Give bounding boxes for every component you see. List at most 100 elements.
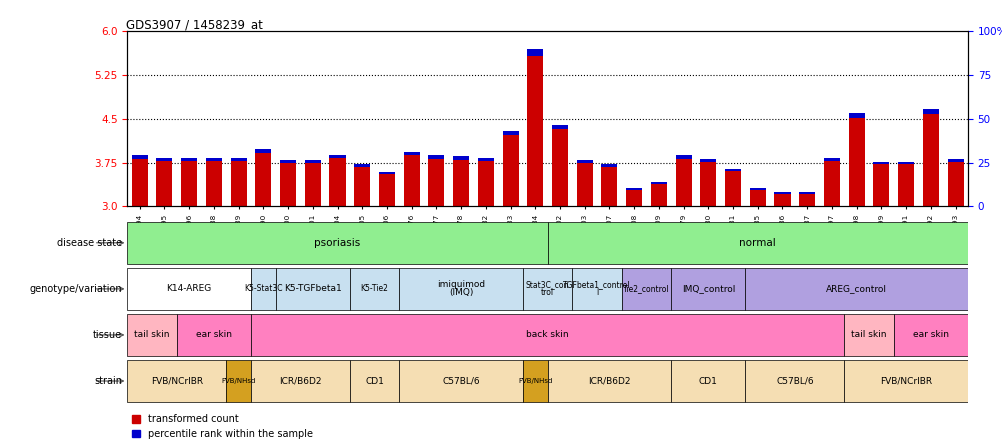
Bar: [226, 360, 250, 402]
Text: ear skin: ear skin: [195, 330, 231, 340]
Bar: [428, 155, 444, 159]
Text: ICR/B6D2: ICR/B6D2: [587, 377, 630, 385]
Bar: [873, 164, 889, 206]
Text: Stat3C_con
trol: Stat3C_con trol: [525, 281, 569, 297]
Bar: [848, 113, 864, 118]
Bar: [897, 164, 913, 206]
Bar: [601, 164, 617, 166]
Bar: [205, 158, 221, 161]
Bar: [572, 268, 621, 310]
Bar: [230, 158, 246, 161]
Text: CD1: CD1: [365, 377, 384, 385]
Bar: [650, 184, 666, 206]
Bar: [947, 162, 963, 206]
Bar: [131, 155, 147, 159]
Bar: [181, 158, 197, 161]
Bar: [399, 268, 522, 310]
Bar: [502, 131, 518, 135]
Bar: [428, 159, 444, 206]
Bar: [547, 360, 670, 402]
Bar: [131, 159, 147, 206]
Text: tissue: tissue: [93, 330, 122, 340]
Bar: [576, 163, 592, 206]
Bar: [329, 155, 346, 158]
Bar: [250, 314, 844, 356]
Bar: [230, 161, 246, 206]
Bar: [527, 56, 543, 206]
Bar: [670, 268, 744, 310]
Bar: [625, 190, 641, 206]
Bar: [305, 163, 321, 206]
Bar: [379, 172, 395, 174]
Bar: [947, 159, 963, 162]
Bar: [748, 190, 766, 206]
Bar: [675, 159, 691, 206]
Text: Tie2_control: Tie2_control: [622, 284, 669, 293]
Legend: transformed count, percentile rank within the sample: transformed count, percentile rank withi…: [132, 414, 313, 439]
Bar: [379, 174, 395, 206]
Bar: [844, 314, 893, 356]
Text: strain: strain: [94, 376, 122, 386]
Text: FVB/NCrIBR: FVB/NCrIBR: [150, 377, 202, 385]
Text: AREG_control: AREG_control: [826, 284, 886, 293]
Bar: [181, 161, 197, 206]
Text: FVB/NCrIBR: FVB/NCrIBR: [879, 377, 931, 385]
Text: TGFbeta1_control
l: TGFbeta1_control l: [563, 281, 630, 297]
Bar: [823, 158, 839, 161]
Text: genotype/variation: genotype/variation: [30, 284, 122, 294]
Text: K5-Tie2: K5-Tie2: [361, 284, 388, 293]
Bar: [453, 156, 469, 160]
Bar: [403, 155, 419, 206]
Text: tail skin: tail skin: [134, 330, 169, 340]
Bar: [127, 360, 226, 402]
Bar: [621, 268, 670, 310]
Bar: [250, 360, 350, 402]
Bar: [799, 194, 815, 206]
Bar: [625, 188, 641, 190]
Bar: [844, 360, 967, 402]
Text: K5-TGFbeta1: K5-TGFbeta1: [284, 284, 342, 293]
Text: FVB/NHsd: FVB/NHsd: [221, 378, 256, 384]
Bar: [724, 171, 740, 206]
Text: K5-Stat3C: K5-Stat3C: [243, 284, 283, 293]
Bar: [354, 164, 370, 166]
Bar: [576, 159, 592, 163]
Bar: [799, 192, 815, 194]
Text: ear skin: ear skin: [912, 330, 948, 340]
Text: IMQ_control: IMQ_control: [681, 284, 734, 293]
Bar: [350, 360, 399, 402]
Bar: [502, 135, 518, 206]
Text: CD1: CD1: [698, 377, 717, 385]
Bar: [744, 268, 967, 310]
Bar: [893, 314, 967, 356]
Bar: [250, 268, 276, 310]
Bar: [922, 114, 938, 206]
Bar: [601, 166, 617, 206]
Bar: [670, 360, 744, 402]
Bar: [551, 125, 567, 129]
Bar: [127, 268, 250, 310]
Bar: [699, 159, 715, 162]
Bar: [350, 268, 399, 310]
Bar: [127, 314, 176, 356]
Bar: [453, 160, 469, 206]
Bar: [774, 192, 790, 194]
Bar: [205, 161, 221, 206]
Bar: [305, 160, 321, 163]
Bar: [256, 153, 272, 206]
Bar: [280, 160, 296, 163]
Text: ICR/B6D2: ICR/B6D2: [279, 377, 322, 385]
Bar: [547, 222, 967, 264]
Bar: [748, 188, 766, 190]
Bar: [477, 158, 493, 161]
Text: C57BL/6: C57BL/6: [442, 377, 479, 385]
Bar: [477, 161, 493, 206]
Bar: [280, 163, 296, 206]
Text: tail skin: tail skin: [851, 330, 886, 340]
Bar: [522, 268, 572, 310]
Bar: [399, 360, 522, 402]
Bar: [354, 166, 370, 206]
Text: C57BL/6: C57BL/6: [776, 377, 813, 385]
Text: FVB/NHsd: FVB/NHsd: [518, 378, 552, 384]
Bar: [873, 162, 889, 164]
